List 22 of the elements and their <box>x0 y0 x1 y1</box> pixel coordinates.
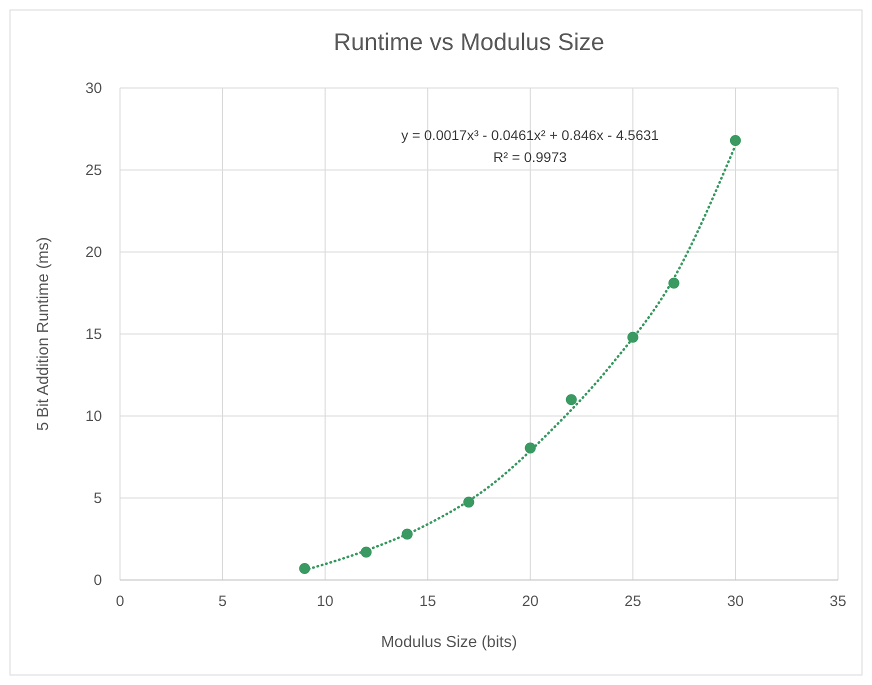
x-axis-title: Modulus Size (bits) <box>380 634 518 651</box>
y-tick-label: 30 <box>85 80 102 97</box>
x-tick-label: 10 <box>316 593 334 610</box>
y-tick-label: 0 <box>94 572 102 589</box>
chart-title: Runtime vs Modulus Size <box>334 29 604 56</box>
x-tick-label: 20 <box>522 593 539 610</box>
point <box>566 394 577 406</box>
x-tick-label: 5 <box>218 593 227 610</box>
annotation: R² = 0.9973 <box>493 149 567 165</box>
y-tick-label: 10 <box>85 408 102 425</box>
x-tick-label: 35 <box>830 593 846 610</box>
y-tick-label: 25 <box>85 162 102 179</box>
y-axis-title: 5 Bit Addition Runtime (ms) <box>35 237 52 431</box>
x-tick-label: 0 <box>116 593 124 610</box>
y-tick-label: 15 <box>85 326 102 343</box>
x-tick-label: 25 <box>624 593 642 610</box>
annotation: y = 0.0017x³ - 0.0461x² + 0.846x - 4.5631 <box>401 127 660 143</box>
x-tick-label: 15 <box>419 593 436 610</box>
y-tick-label: 5 <box>94 490 102 507</box>
point <box>730 134 741 146</box>
x-tick-label: 30 <box>727 593 744 610</box>
y-tick-label: 20 <box>85 244 102 261</box>
